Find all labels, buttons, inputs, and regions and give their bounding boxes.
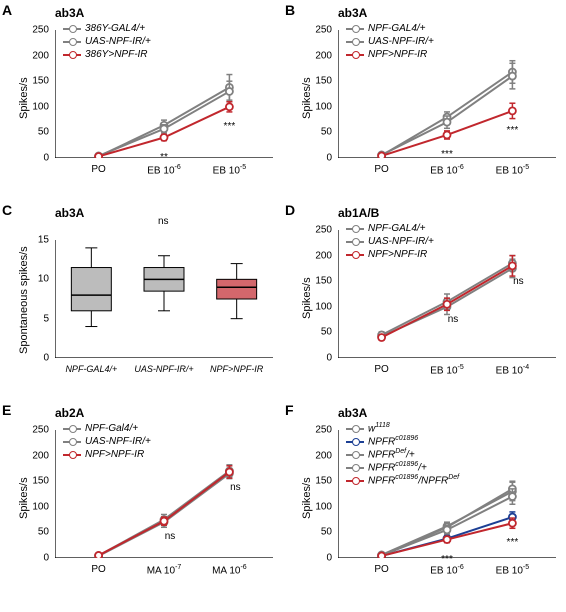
significance-label: *** <box>507 537 519 548</box>
plot-area <box>338 430 556 558</box>
x-tick-label: EB 10-4 <box>496 364 529 376</box>
y-axis-label: Spikes/s <box>301 77 313 119</box>
panel-title: ab1A/B <box>338 206 379 220</box>
x-tick-label: UAS-NPF-IR/+ <box>134 364 193 374</box>
x-tick-label: NPF-GAL4/+ <box>65 364 117 374</box>
y-tick-label: 0 <box>27 553 49 564</box>
x-tick-label: PO <box>91 564 105 575</box>
y-tick-label: 50 <box>27 527 49 538</box>
panel-letter: D <box>285 202 295 218</box>
x-tick-label: MA 10-7 <box>147 564 182 576</box>
y-tick-label: 0 <box>310 153 332 164</box>
ns-label: ns <box>158 216 169 227</box>
y-tick-label: 0 <box>27 153 49 164</box>
x-tick-label: PO <box>91 164 105 175</box>
y-tick-label: 100 <box>27 101 49 112</box>
panel-title: ab3A <box>338 406 367 420</box>
x-tick-label: PO <box>374 164 388 175</box>
ns-label: ns <box>513 276 524 287</box>
significance-label: *** <box>441 554 453 565</box>
panel-letter: E <box>2 402 11 418</box>
y-tick-label: 150 <box>310 76 332 87</box>
y-tick-label: 200 <box>27 450 49 461</box>
significance-label: ** <box>160 152 168 163</box>
y-tick-label: 200 <box>310 250 332 261</box>
panel-title: ab2A <box>55 406 84 420</box>
y-tick-label: 50 <box>310 127 332 138</box>
y-tick-label: 200 <box>310 450 332 461</box>
plot-area <box>55 30 273 158</box>
y-tick-label: 150 <box>27 476 49 487</box>
plot-area <box>55 240 273 358</box>
x-tick-label: PO <box>374 564 388 575</box>
ns-label: ns <box>230 482 241 493</box>
x-tick-label: EB 10-6 <box>430 164 463 176</box>
plot-area <box>338 230 556 358</box>
panel-letter: C <box>2 202 12 218</box>
y-tick-label: 100 <box>310 301 332 312</box>
y-tick-label: 250 <box>27 25 49 36</box>
y-tick-label: 100 <box>27 501 49 512</box>
y-tick-label: 10 <box>27 274 49 285</box>
y-axis-label: Spikes/s <box>301 477 313 519</box>
y-tick-label: 15 <box>27 235 49 246</box>
panel-A: Aab3A386Y-GAL4/+UAS-NPF-IR/+386Y>NPF-IR0… <box>0 0 283 188</box>
panel-F: Fab3Aw1118NPFRc01896NPFRDef/+NPFRc01896/… <box>283 400 566 588</box>
y-tick-label: 150 <box>310 476 332 487</box>
y-tick-label: 50 <box>310 327 332 338</box>
y-tick-label: 250 <box>27 425 49 436</box>
y-tick-label: 250 <box>310 425 332 436</box>
significance-label: *** <box>224 121 236 132</box>
x-tick-label: EB 10-5 <box>496 164 529 176</box>
x-tick-label: PO <box>374 364 388 375</box>
y-tick-label: 50 <box>310 527 332 538</box>
panel-title: ab3A <box>55 6 84 20</box>
x-tick-label: EB 10-5 <box>213 164 246 176</box>
panel-letter: F <box>285 402 294 418</box>
x-tick-label: EB 10-5 <box>496 564 529 576</box>
y-tick-label: 0 <box>310 353 332 364</box>
y-tick-label: 150 <box>310 276 332 287</box>
y-tick-label: 200 <box>27 50 49 61</box>
ns-label: ns <box>165 531 176 542</box>
x-tick-label: MA 10-6 <box>212 564 247 576</box>
y-tick-label: 200 <box>310 50 332 61</box>
panel-letter: B <box>285 2 295 18</box>
y-tick-label: 250 <box>310 25 332 36</box>
significance-label: *** <box>441 149 453 160</box>
y-tick-label: 250 <box>310 225 332 236</box>
panel-title: ab3A <box>338 6 367 20</box>
y-tick-label: 0 <box>310 553 332 564</box>
y-axis-label: Spikes/s <box>18 477 30 519</box>
panel-E: Eab2ANPF-Gal4/+UAS-NPF-IR/+NPF>NPF-IR050… <box>0 400 283 588</box>
x-tick-label: EB 10-6 <box>430 564 463 576</box>
y-tick-label: 50 <box>27 127 49 138</box>
x-tick-label: EB 10-5 <box>430 364 463 376</box>
significance-label: *** <box>507 125 519 136</box>
panel-title: ab3A <box>55 206 84 220</box>
panel-C: Cab3A 0 5 10 15Spontaneous spikes/s ns NPF-GAL… <box>0 200 283 388</box>
y-axis-label: Spontaneous spikes/s <box>18 246 30 354</box>
y-tick-label: 100 <box>310 101 332 112</box>
y-tick-label: 5 <box>27 313 49 324</box>
panel-D: Dab1A/BNPF-GAL4/+UAS-NPF-IR/+NPF>NPF-IR0… <box>283 200 566 388</box>
y-tick-label: 0 <box>27 353 49 364</box>
y-axis-label: Spikes/s <box>18 77 30 119</box>
panel-B: Bab3ANPF-GAL4/+UAS-NPF-IR/+NPF>NPF-IR050… <box>283 0 566 188</box>
y-tick-label: 100 <box>310 501 332 512</box>
y-axis-label: Spikes/s <box>301 277 313 319</box>
x-tick-label: EB 10-6 <box>147 164 180 176</box>
y-tick-label: 150 <box>27 76 49 87</box>
panel-letter: A <box>2 2 12 18</box>
x-tick-label: NPF>NPF-IR <box>210 364 263 374</box>
ns-label: ns <box>448 314 459 325</box>
plot-area <box>338 30 556 158</box>
